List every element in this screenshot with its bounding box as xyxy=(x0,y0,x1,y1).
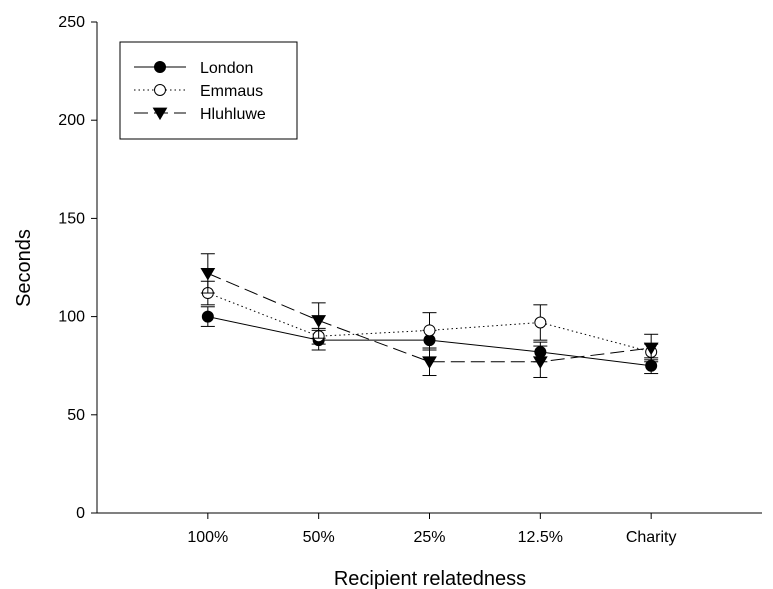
legend-label-hluhluwe: Hluhluwe xyxy=(200,106,266,123)
series-line-hluhluwe xyxy=(207,272,652,363)
data-point-hluhluwe xyxy=(643,342,659,356)
series-hluhluwe xyxy=(200,253,659,378)
y-tick-label: 200 xyxy=(58,112,85,129)
data-point-london xyxy=(201,310,214,323)
data-point-hluhluwe xyxy=(200,268,216,281)
x-tick-label: 100% xyxy=(187,529,228,546)
legend: London Emmaus Hluhluwe xyxy=(119,41,298,140)
y-tick-label: 250 xyxy=(58,14,85,31)
data-point-emmaus xyxy=(534,316,547,329)
y-tick-label: 150 xyxy=(58,210,85,227)
y-axis: 0 50 100 150 200 250 xyxy=(58,14,98,522)
y-axis-title: Seconds xyxy=(13,229,35,307)
x-axis: 100% 50% 25% 12.5% Charity xyxy=(97,512,762,546)
data-point-hluhluwe xyxy=(422,356,437,369)
x-tick-label: 25% xyxy=(413,529,445,546)
data-point-emmaus xyxy=(423,324,436,337)
data-point-hluhluwe xyxy=(532,356,548,369)
y-tick-label: 0 xyxy=(76,505,85,522)
x-tick-label: 50% xyxy=(303,529,335,546)
plot-area xyxy=(200,253,659,378)
y-tick-label: 100 xyxy=(58,309,85,326)
legend-box xyxy=(119,41,298,140)
x-ticks: 100% 50% 25% 12.5% Charity xyxy=(187,513,677,546)
data-point-hluhluwe xyxy=(311,315,327,328)
x-axis-title: Recipient relatedness xyxy=(334,568,526,589)
x-tick-label: Charity xyxy=(626,529,677,546)
legend-marker-london xyxy=(154,61,166,73)
y-ticks: 0 50 100 150 200 250 xyxy=(58,14,97,522)
legend-label-emmaus: Emmaus xyxy=(200,83,263,100)
legend-marker-emmaus xyxy=(154,84,166,96)
legend-items: London Emmaus Hluhluwe xyxy=(134,60,266,123)
x-tick-label: 12.5% xyxy=(518,529,563,546)
legend-marker-hluhluwe xyxy=(152,107,168,121)
legend-label-london: London xyxy=(200,60,253,77)
y-tick-label: 50 xyxy=(67,407,85,424)
